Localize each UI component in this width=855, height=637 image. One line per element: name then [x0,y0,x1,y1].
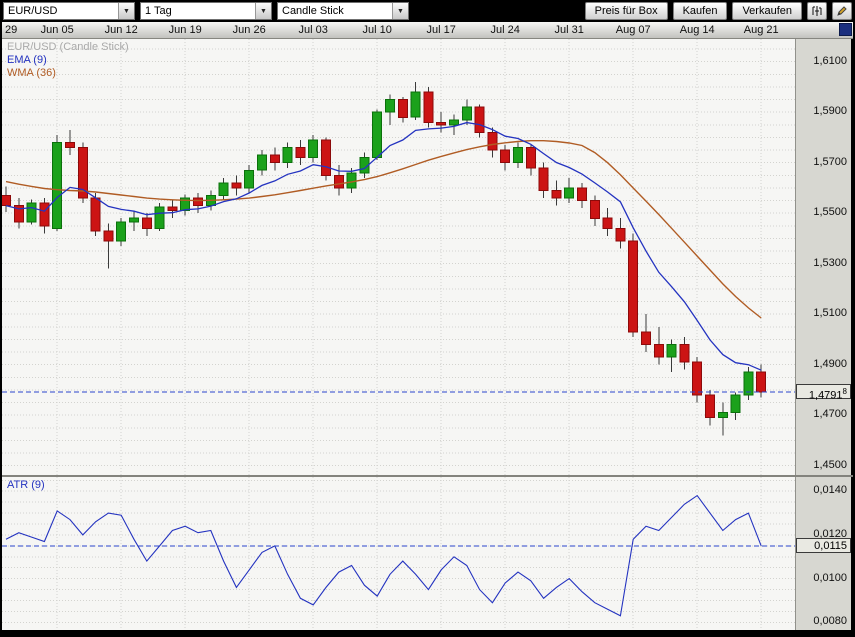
atr-tick-label: 0,0140 [813,484,847,497]
atr-tick-label: 0,0080 [813,615,847,628]
date-tick-label: Jun 12 [104,24,138,36]
date-tick-label: Jul 24 [490,24,520,36]
axis-corner-button[interactable] [839,23,852,36]
sell-button[interactable]: Verkaufen [732,2,802,20]
indicator-bars-icon-button[interactable] [807,2,827,20]
price-tick-label: 1,5700 [813,155,847,168]
date-tick-label: Aug 21 [743,24,779,36]
period-select[interactable]: 1 Tag ▼ [140,2,272,20]
price-tick-label: 1,5500 [813,206,847,219]
chart-type-select-value: Candle Stick [282,5,344,17]
symbol-select-value: EUR/USD [8,5,58,17]
date-tick-label: Aug 14 [679,24,715,36]
draw-tools-icon-button[interactable] [832,2,852,20]
symbol-select-chevron-down-icon[interactable]: ▼ [118,3,134,19]
date-tick-label: Jul 03 [298,24,328,36]
bar-chart-icon [811,5,823,17]
price-tick-label: 1,4500 [813,458,847,471]
date-tick-label: Jul 31 [554,24,584,36]
atr-current-label: 0,0115 [796,537,851,553]
price-tick-label: 1,4900 [813,357,847,370]
date-tick-label: Jun 19 [168,24,202,36]
toolbar: EUR/USD ▼ 1 Tag ▼ Candle Stick ▼ Preis f… [2,0,853,22]
date-axis[interactable]: 29 Jun 05 Jun 12 Jun 19 Jun 26 Jul 03 Jul 10 Ju… [2,22,853,39]
atr-panel: ATR (9) 0,0140 0,0120 0,0100 0,0080 0,0115 [2,477,853,630]
main-panel: EUR/USD (Candle Stick) EMA (9) WMA (36) … [2,39,853,475]
price-axis[interactable]: 1,6100 1,5900 1,5700 1,5500 1,5300 1,5100 1,49… [795,39,851,475]
panel-separator[interactable] [2,475,853,477]
price-tick-label: 1,5300 [813,256,847,269]
date-tick-label: Jul 10 [362,24,392,36]
candlestick-chart[interactable] [2,39,795,475]
price-tick-label: 1,5900 [813,105,847,118]
price-tick-label: 1,6100 [813,54,847,67]
date-tick-label: Jul 17 [426,24,456,36]
date-tick-label: Jun 26 [232,24,266,36]
price-tick-label: 1,5100 [813,307,847,320]
price-box-button[interactable]: Preis für Box [584,2,668,20]
atr-chart[interactable] [2,477,795,630]
atr-chart-area[interactable]: ATR (9) [2,477,795,630]
period-select-value: 1 Tag [145,5,172,17]
symbol-select[interactable]: EUR/USD ▼ [3,2,135,20]
current-price-label: 1,47918 [796,383,851,402]
atr-tick-label: 0,0120 [813,527,847,540]
date-tick-label: 29 [5,24,18,36]
date-tick-label: Aug 07 [615,24,651,36]
atr-tick-label: 0,0100 [813,571,847,584]
chart-type-select[interactable]: Candle Stick ▼ [277,2,409,20]
bottom-border [2,630,853,637]
pencil-icon [836,5,848,17]
main-chart-area[interactable]: EUR/USD (Candle Stick) EMA (9) WMA (36) [2,39,795,475]
period-select-chevron-down-icon[interactable]: ▼ [255,3,271,19]
price-tick-label: 1,4700 [813,408,847,421]
chart-type-select-chevron-down-icon[interactable]: ▼ [392,3,408,19]
buy-button[interactable]: Kaufen [672,2,728,20]
atr-axis[interactable]: 0,0140 0,0120 0,0100 0,0080 0,0115 [795,477,851,630]
date-tick-label: Jun 05 [40,24,74,36]
